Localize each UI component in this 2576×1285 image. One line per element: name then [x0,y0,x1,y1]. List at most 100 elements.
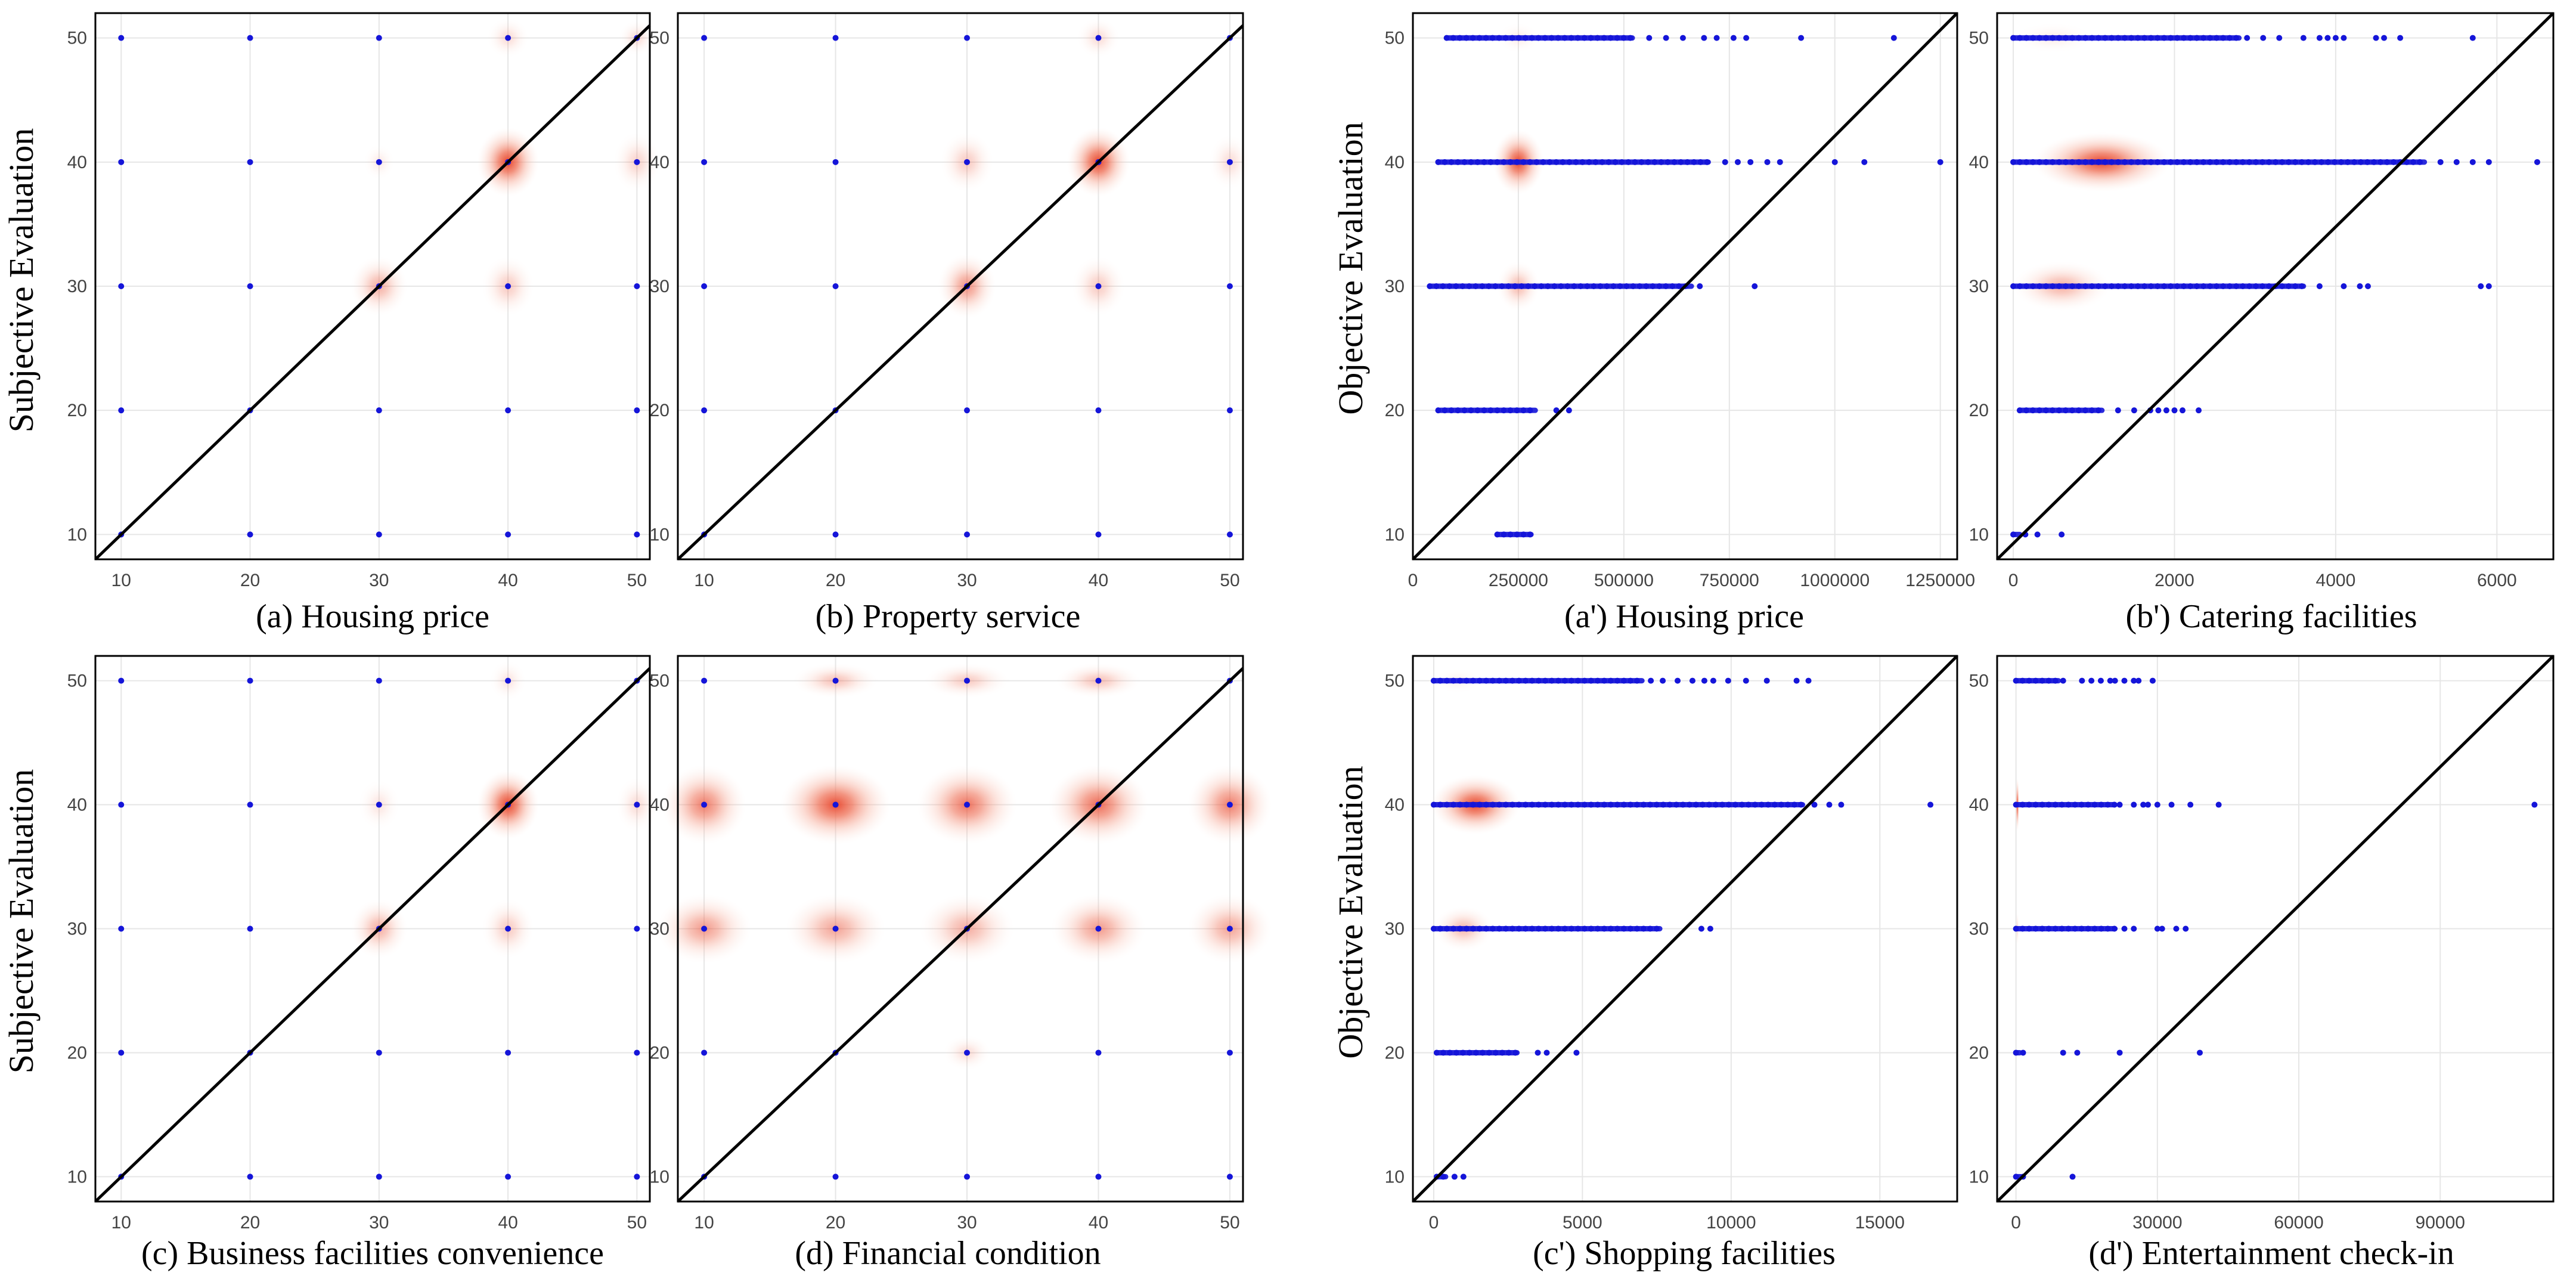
data-point [1443,677,1450,684]
data-point [1483,35,1489,41]
data-point [2026,801,2032,808]
data-point [2159,925,2165,932]
data-point [1529,35,1535,41]
data-point [2332,159,2338,165]
data-point [1591,283,1597,289]
data-point [2469,159,2476,165]
x-tick-label: 10 [694,571,714,590]
data-point [1566,407,1572,414]
diagonal-reference-line [677,24,1244,561]
data-point [2017,35,2023,41]
data-point [2013,1049,2019,1056]
x-tick-label: 20 [240,1213,260,1233]
data-point [2371,159,2377,165]
data-point [1489,35,1496,41]
data-point [1555,677,1561,684]
data-point [1479,283,1486,289]
data-point [2085,925,2091,932]
data-point [2013,925,2019,932]
data-point [1470,677,1476,684]
data-point [2149,677,2156,684]
data-point [2095,407,2101,414]
x-tick-label: 50 [627,1213,647,1233]
data-point [1499,1049,1505,1056]
data-point [1607,925,1614,932]
data-point [2173,925,2180,932]
data-point [1451,1173,1458,1180]
plot-frame [94,655,651,1203]
data-point [964,801,971,808]
data-point [1647,925,1653,932]
data-point [1558,283,1564,289]
data-point [2085,801,2091,808]
y-tick-label: 30 [650,919,669,939]
y-tick-label: 50 [1385,29,1405,48]
data-point [2075,407,2082,414]
data-point [1612,159,1619,165]
y-tick-label: 20 [650,401,669,420]
data-point [2045,677,2052,684]
data-point [1466,283,1473,289]
data-point [1226,283,1233,289]
data-point [1527,407,1533,414]
data-point [2154,801,2160,808]
data-point [1784,801,1791,808]
data-point [634,801,640,808]
data-point [2017,283,2023,289]
data-point [1427,283,1433,289]
y-tick-label: 40 [650,795,669,815]
data-point [1666,801,1673,808]
data-point [1522,677,1529,684]
data-point [2091,801,2098,808]
data-point [1476,801,1483,808]
data-point [1474,159,1481,165]
data-point [1793,677,1800,684]
x-tick-label: 1250000 [1905,571,1975,590]
data-point [2078,801,2085,808]
data-point [2019,801,2026,808]
data-point [1461,159,1468,165]
y-tick-label: 10 [1385,525,1405,544]
data-point [2069,283,2076,289]
data-point [832,531,839,538]
data-point [1581,35,1588,41]
data-point [2023,159,2030,165]
data-point [2194,35,2200,41]
data-point [2220,159,2227,165]
panel-property-service: 10 20 30 40 50 10 20 30 40 50 (b) Property servic… [650,12,1251,635]
data-point [2148,283,2155,289]
data-point [2060,1049,2066,1056]
x-tick-label: 1000000 [1800,571,1870,590]
data-point [701,407,708,414]
data-point [1650,283,1656,289]
data-point [2410,159,2417,165]
data-point [1791,801,1797,808]
y-tick-label: 30 [67,919,87,939]
y-tick-label: 20 [1969,1043,1989,1063]
data-point [1581,801,1588,808]
data-point [2019,925,2026,932]
data-point [2104,801,2111,808]
data-point [1620,677,1627,684]
data-point [1496,677,1502,684]
data-point [1463,677,1470,684]
data-point [2089,283,2095,289]
data-point [1719,801,1725,808]
data-point [1588,801,1594,808]
data-point [2128,35,2135,41]
data-point [2174,159,2181,165]
data-point [2305,159,2312,165]
data-point [2345,159,2351,165]
data-point [1433,283,1440,289]
data-point [1586,159,1592,165]
y-tick-label: 40 [1969,795,1989,815]
plot-area: 10 20 30 40 50 10 20 30 40 50 [650,12,1251,590]
data-point [2043,283,2050,289]
data-point [1507,407,1514,414]
y-tick-label: 10 [67,525,87,544]
x-tick-label: 20 [826,571,845,590]
data-point [2168,159,2174,165]
y-tick-label: 20 [1385,1043,1405,1063]
y-tick-label: 40 [1385,795,1405,815]
